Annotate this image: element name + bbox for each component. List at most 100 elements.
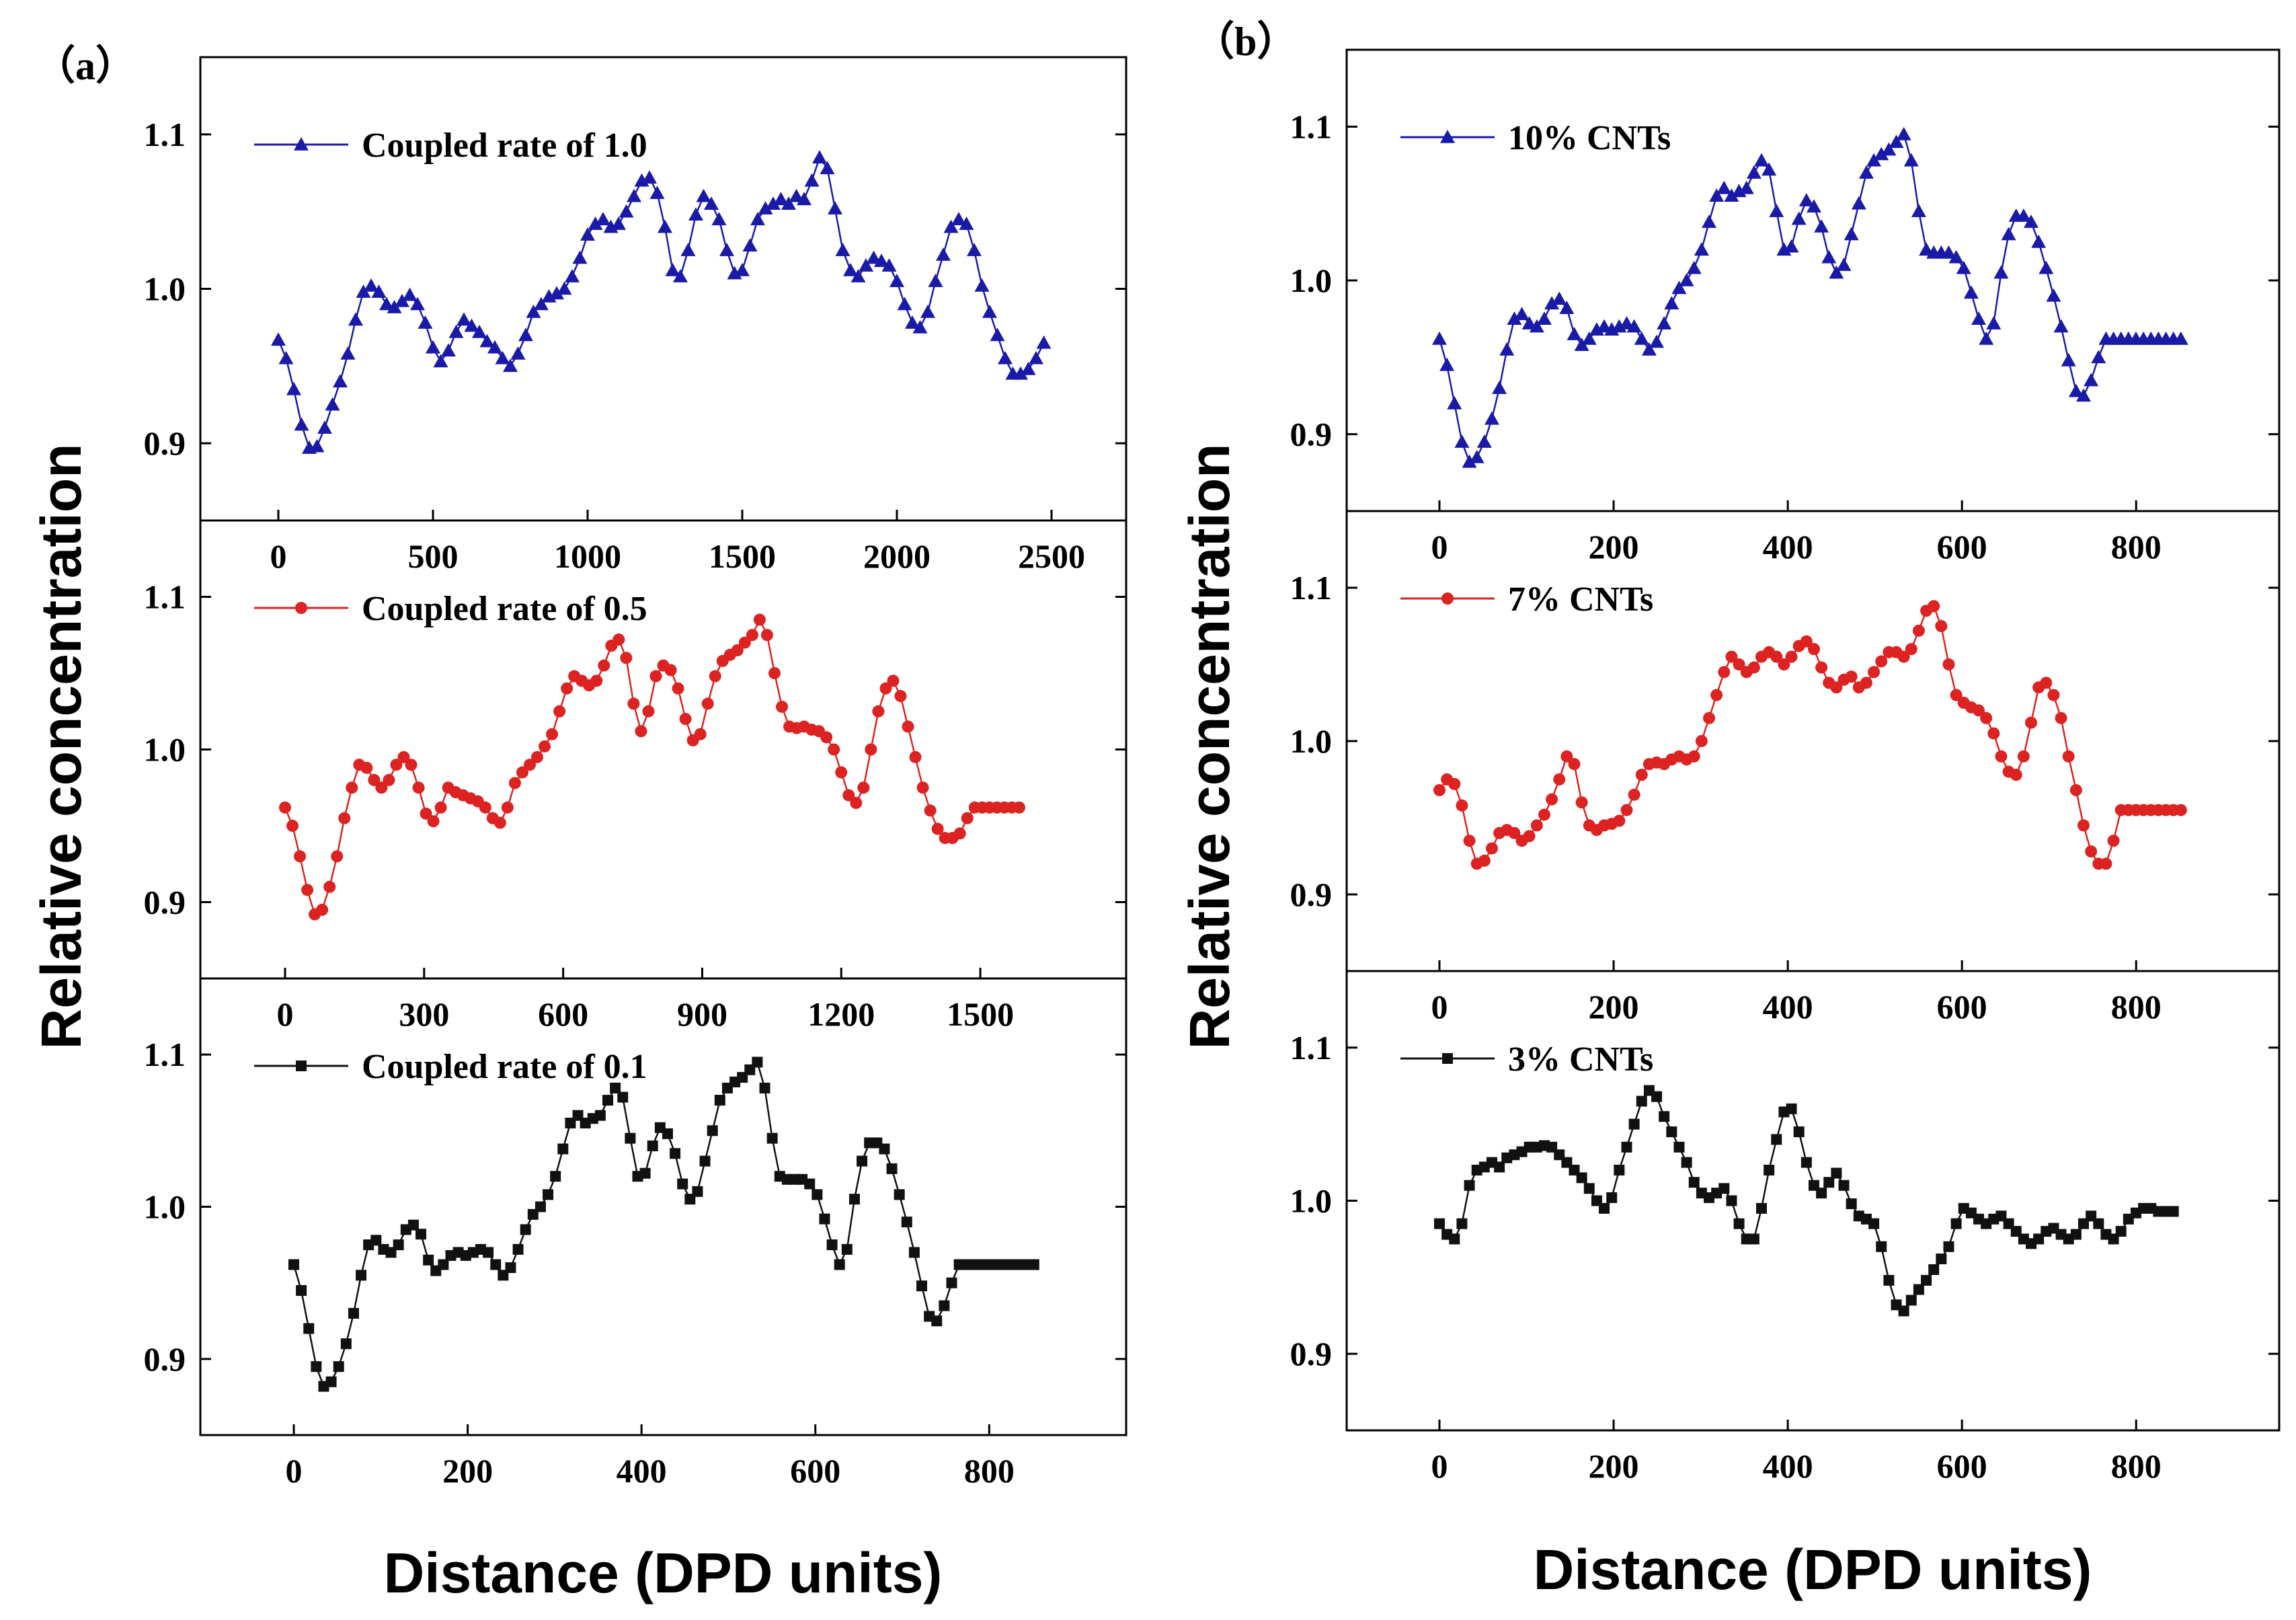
data-point [279, 801, 291, 814]
data-point [843, 262, 858, 276]
data-point [835, 243, 850, 256]
data-point [1574, 338, 1589, 351]
x-tick-label: 2500 [1018, 537, 1085, 575]
data-point [1928, 600, 1940, 613]
data-point [543, 1189, 554, 1200]
data-point [2068, 383, 2084, 397]
data-point [2077, 819, 2090, 832]
x-tick-label: 0 [277, 995, 294, 1033]
x-tick-label: 0 [1431, 1447, 1448, 1485]
data-point [627, 188, 641, 202]
data-point [503, 358, 518, 373]
data-point [2085, 845, 2098, 858]
data-point [1553, 773, 1566, 785]
data-point [789, 188, 804, 202]
data-point [625, 1132, 636, 1144]
data-point [1761, 162, 1777, 176]
data-point [709, 670, 721, 683]
data-point [2001, 227, 2016, 241]
data-point [1716, 180, 1732, 194]
data-point [549, 286, 564, 300]
data-point [441, 343, 456, 357]
data-point [294, 417, 309, 431]
data-point [523, 759, 536, 771]
data-point [2031, 234, 2047, 248]
data-point [501, 801, 514, 814]
panel-b-subplot-2: 0.9 1.0 1.1 0 200 400 600 800 7% CNTs [1290, 510, 2281, 1026]
data-point [1883, 1274, 1895, 1286]
data-point [1718, 666, 1731, 679]
x-tick-label: 0 [1431, 988, 1448, 1026]
data-point [611, 217, 626, 230]
data-point [1621, 1141, 1632, 1153]
data-point [828, 743, 840, 756]
panel-b-subplot-3: 0.9 1.0 1.1 0 200 400 600 800 3% CNTs [1290, 970, 2281, 1485]
data-point [379, 297, 394, 311]
data-point [1552, 291, 1567, 305]
data-point [1702, 215, 1717, 228]
panel-a-subplot-1: 0.9 1.0 1.1 0 500 1000 1500 2000 2500 Coupled rat… [144, 56, 1127, 575]
data-point [457, 312, 471, 326]
data-point [1845, 670, 1858, 683]
data-point [848, 1194, 860, 1205]
data-point [1724, 188, 1739, 202]
data-point [1485, 842, 1498, 855]
data-point [1771, 1134, 1782, 1145]
data-point [1718, 1183, 1730, 1194]
data-point [1876, 1241, 1887, 1252]
data-point [340, 346, 356, 360]
data-point [356, 1270, 367, 1281]
data-point [1514, 307, 1530, 321]
data-point [309, 438, 325, 453]
data-point [418, 315, 433, 329]
data-point [704, 196, 719, 210]
data-point [1874, 147, 1889, 161]
data-point [1851, 196, 1866, 210]
data-point [719, 243, 734, 256]
y-tick-label: 0.9 [144, 424, 186, 462]
data-point [1523, 830, 1536, 843]
data-point [804, 173, 820, 187]
data-point [627, 697, 640, 710]
data-point [982, 304, 997, 318]
data-point [990, 327, 1005, 342]
data-point [1439, 357, 1455, 371]
panel-a-xlabel: Distance (DPD units) [384, 1541, 943, 1605]
data-point [1816, 1188, 1827, 1199]
data-point [1823, 1177, 1835, 1188]
data-point [620, 652, 633, 664]
data-point [483, 1247, 494, 1258]
data-point [1710, 689, 1723, 701]
data-point [412, 781, 425, 794]
data-point [516, 766, 528, 779]
panel-a-subplot-2: 0.9 1.0 1.1 0 300 600 900 1200 1500 Coupled rate … [144, 519, 1127, 1033]
data-point [1739, 180, 1754, 194]
legend-marker [296, 1060, 307, 1071]
data-point [1449, 1233, 1460, 1245]
data-point [670, 1148, 681, 1159]
data-point [2091, 350, 2106, 364]
data-point [974, 278, 990, 292]
data-point [1499, 342, 1515, 356]
y-tick-label: 1.0 [1290, 1182, 1333, 1220]
data-point [1626, 319, 1642, 333]
data-point [294, 850, 307, 863]
x-tick-label: 0 [1431, 528, 1448, 566]
data-point [387, 300, 402, 313]
x-tick-label: 800 [2111, 528, 2162, 566]
data-point [619, 204, 634, 218]
data-point [1703, 711, 1716, 724]
data-point [1986, 316, 2002, 330]
data-point [773, 192, 789, 206]
data-point [916, 1280, 928, 1292]
data-point [438, 1259, 449, 1270]
data-point [1769, 204, 1784, 217]
data-point [1657, 316, 1672, 330]
data-point [688, 207, 703, 221]
data-point [1681, 1157, 1692, 1168]
data-point [1875, 655, 1888, 668]
data-point [1868, 666, 1881, 679]
data-point [850, 796, 863, 809]
panel-b-subplot-1: 0.9 1.0 1.1 0 200 400 600 800 10% CNTs [1290, 48, 2281, 566]
data-point [2038, 260, 2054, 274]
